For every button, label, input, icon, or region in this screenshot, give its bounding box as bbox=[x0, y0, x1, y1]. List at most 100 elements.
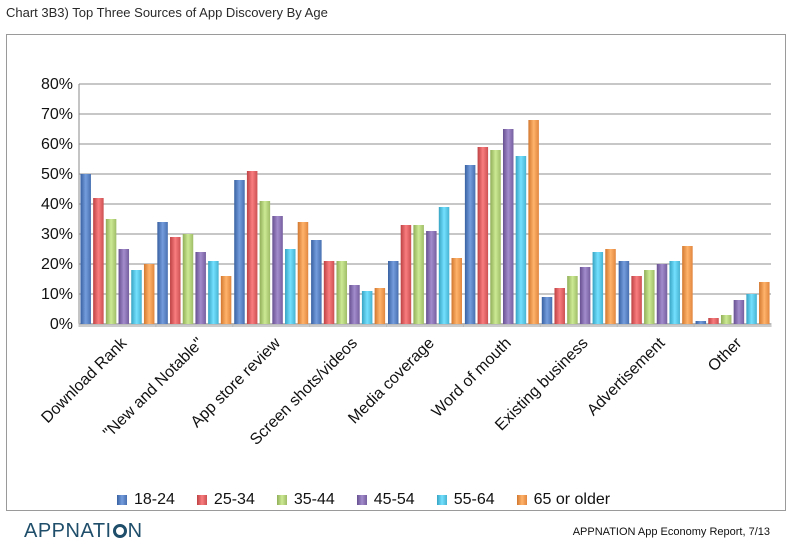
bar bbox=[220, 276, 232, 324]
bar bbox=[746, 294, 757, 324]
y-tick-label: 80% bbox=[41, 76, 73, 93]
legend-swatch bbox=[516, 495, 527, 505]
legend-item: 18-24 bbox=[117, 491, 175, 509]
bar bbox=[682, 246, 693, 324]
bar bbox=[644, 270, 655, 324]
legend-item: 25-34 bbox=[196, 491, 255, 509]
legend-label: 55-64 bbox=[453, 491, 495, 508]
bar bbox=[579, 267, 591, 324]
bar bbox=[605, 249, 616, 324]
legend-swatch bbox=[436, 495, 447, 505]
bar bbox=[388, 261, 399, 324]
legend-swatch bbox=[276, 495, 287, 505]
bar bbox=[400, 225, 412, 324]
bar bbox=[733, 300, 745, 324]
bar bbox=[93, 198, 104, 324]
bar bbox=[656, 264, 668, 324]
legend-swatch bbox=[196, 495, 207, 505]
bar bbox=[234, 180, 245, 324]
bar-base-shadow bbox=[539, 323, 618, 327]
bar-base-shadow bbox=[232, 323, 311, 327]
chart-title: Chart 3B3) Top Three Sources of App Disc… bbox=[6, 5, 328, 20]
bars bbox=[78, 120, 772, 327]
y-tick-label: 10% bbox=[41, 286, 73, 303]
bar bbox=[554, 288, 565, 324]
legend-item: 45-54 bbox=[356, 491, 415, 509]
y-tick-label: 40% bbox=[41, 196, 73, 213]
bar bbox=[208, 261, 219, 324]
bar bbox=[272, 216, 283, 324]
bar bbox=[438, 207, 450, 324]
x-category-label: Word of mouth bbox=[429, 335, 515, 421]
bar bbox=[195, 252, 206, 324]
bar bbox=[541, 297, 553, 324]
y-tick-label: 20% bbox=[41, 256, 73, 273]
bar-base-shadow bbox=[616, 323, 695, 327]
chart-frame: 0% 10% 20% 30% 40% 50% 60% 70% 80% Download Rank… bbox=[6, 34, 786, 511]
bar bbox=[464, 165, 476, 324]
y-tick-label: 70% bbox=[41, 106, 73, 123]
bar bbox=[515, 156, 527, 324]
bar bbox=[118, 249, 130, 324]
x-category-label: Advertisement bbox=[584, 334, 669, 419]
bar bbox=[297, 222, 309, 324]
bar bbox=[323, 261, 335, 324]
legend-item: 55-64 bbox=[436, 491, 495, 509]
bar bbox=[259, 201, 271, 324]
bar bbox=[567, 276, 578, 324]
bar bbox=[336, 261, 348, 324]
bar bbox=[592, 252, 604, 324]
legend-item: 65 or older bbox=[516, 491, 611, 509]
y-tick-label: 60% bbox=[41, 136, 73, 153]
bar bbox=[246, 171, 258, 324]
legend-label: 18-24 bbox=[134, 491, 175, 508]
bar bbox=[477, 147, 489, 324]
bar-base-shadow bbox=[309, 323, 388, 327]
legend-label: 65 or older bbox=[533, 491, 611, 508]
bar bbox=[413, 225, 424, 324]
y-tick-label: 30% bbox=[41, 226, 73, 243]
y-tick-label: 0% bbox=[50, 316, 73, 333]
bar bbox=[759, 282, 770, 324]
y-tick-label: 50% bbox=[41, 166, 73, 183]
bar-base-shadow bbox=[78, 323, 157, 327]
x-category-label: Other bbox=[705, 334, 746, 375]
bar bbox=[708, 318, 719, 324]
bar bbox=[618, 261, 630, 324]
legend: 18-24 25-34 35-44 45-54 55-64 65 or older bbox=[117, 491, 632, 509]
bar bbox=[80, 174, 91, 324]
legend-label: 45-54 bbox=[373, 491, 415, 508]
bar bbox=[361, 291, 373, 324]
bar bbox=[631, 276, 642, 324]
bar bbox=[695, 321, 707, 324]
bar-base-shadow bbox=[693, 323, 772, 327]
x-axis-categories: Download Rank"New and Notable"App store … bbox=[38, 334, 745, 449]
bar bbox=[170, 237, 181, 324]
legend-label: 25-34 bbox=[213, 491, 255, 508]
logo-text-end: N bbox=[127, 520, 143, 542]
bar bbox=[502, 129, 514, 324]
bar bbox=[528, 120, 539, 324]
legend-label: 35-44 bbox=[293, 491, 335, 508]
x-category-label: Media coverage bbox=[345, 335, 438, 428]
bar bbox=[105, 219, 117, 324]
source-note: APPNATION App Economy Report, 7/13 bbox=[572, 526, 770, 538]
appnation-logo: APPNATI N bbox=[24, 520, 143, 543]
bar bbox=[182, 234, 194, 324]
bar bbox=[285, 249, 296, 324]
y-axis-ticks: 0% 10% 20% 30% 40% 50% 60% 70% 80% bbox=[41, 76, 73, 333]
gridlines bbox=[78, 83, 771, 325]
bar bbox=[131, 270, 142, 324]
bar bbox=[311, 240, 322, 324]
bar bbox=[720, 315, 732, 324]
legend-item: 35-44 bbox=[276, 491, 335, 509]
bar bbox=[451, 258, 462, 324]
bar-chart: 0% 10% 20% 30% 40% 50% 60% 70% 80% Download Rank… bbox=[38, 76, 772, 449]
bar bbox=[490, 150, 501, 324]
bar bbox=[426, 231, 437, 324]
bar bbox=[374, 288, 386, 324]
bar-base-shadow bbox=[462, 323, 541, 327]
legend-swatch bbox=[117, 495, 127, 505]
bar-base-shadow bbox=[155, 323, 234, 327]
bar-base-shadow bbox=[386, 323, 464, 327]
